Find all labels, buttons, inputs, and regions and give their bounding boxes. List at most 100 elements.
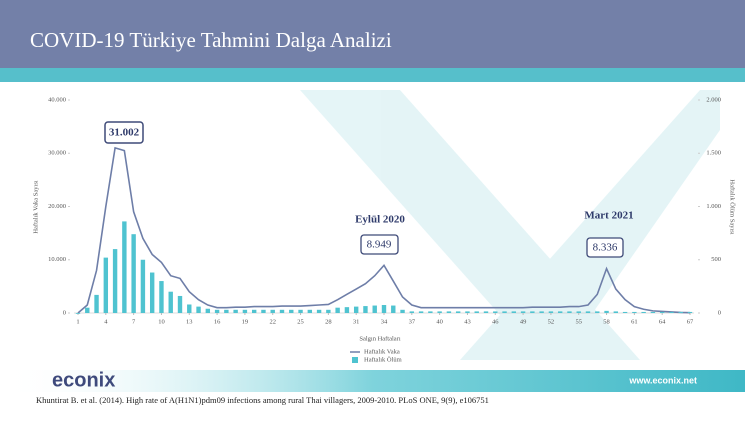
x-tick-label: 34 [381,318,388,325]
x-tick-label: 40 [436,318,443,325]
x-axis-label: Salgın Haftaları [359,335,401,342]
bar [530,311,535,313]
legend-swatch [352,357,358,363]
bar [233,309,238,313]
watermark [300,90,720,360]
x-tick-label: 46 [492,318,499,325]
bar [159,281,164,313]
bar [344,307,350,313]
bar [576,311,581,313]
bar [687,311,693,313]
y-tick-label: 30.000 [48,150,66,157]
bar [112,249,118,313]
bar [187,304,192,313]
bar [622,311,628,313]
x-tick-label: 13 [186,318,193,325]
bar [196,306,201,313]
bar [381,305,387,313]
bar [585,311,591,313]
bar [316,309,322,313]
y-axis-label: Haftalık Vaka Sayısı [32,180,39,234]
y-tick-label: 40.000 [48,96,66,103]
bar [103,257,109,313]
bar [465,311,470,313]
header-stripe [0,68,745,82]
x-tick-label: 10 [158,318,165,325]
annotation: 31.002 Eylül 2020 8.949 Mart 2021 8.336 [104,121,634,258]
x-tick-label: 31 [353,318,360,325]
bar [400,309,405,313]
y-tick-label: 10.000 [48,256,66,263]
bar [261,309,266,313]
bar [122,221,127,313]
bar [669,311,674,313]
bar [251,309,257,313]
bar [307,309,313,313]
x-tick-label: 52 [548,318,555,325]
x-tick-label: 49 [520,318,527,325]
bar [418,311,424,313]
legend-label: Haftalık Ölüm [364,356,402,363]
bar [641,311,646,313]
bar [595,311,600,313]
bar [604,310,609,313]
title: COVID-19 Türkiye Tahmini Dalga Analizi [30,28,392,52]
url: www.econix.net [628,375,697,385]
bar [326,309,331,313]
x-tick-label: 25 [297,318,304,325]
bar [428,311,433,313]
bar [455,311,461,313]
bar [650,311,656,313]
annotation-label: 8.336 [593,242,618,254]
bar [85,307,90,313]
bar [168,291,173,313]
x-tick-label: 16 [214,318,221,325]
bar [205,308,211,313]
x-tick-label: 61 [631,318,638,325]
bar [437,311,442,313]
bar [140,259,146,313]
annotation-label: Mart 2021 [584,210,633,222]
x-tick-label: 67 [687,318,694,325]
x-tick-label: 19 [242,318,249,325]
bar [613,311,619,313]
logo: econix [52,369,115,391]
y2-axis-label: Haftalık Ölüm Sayısı [729,179,736,234]
x-tick-label: 22 [269,318,276,325]
bar [483,311,489,313]
y2-tick-label: 1.500 [706,150,721,157]
y2-tick-label: 500 [711,256,721,263]
x-tick-label: 43 [464,318,471,325]
bar [678,311,683,313]
x-tick-label: 58 [603,318,610,325]
bar [149,272,155,313]
bar [659,311,665,313]
bar [474,311,479,313]
x-tick-label: 4 [104,318,108,325]
bar [548,311,554,313]
x-tick-label: 64 [659,318,666,325]
y-tick-label: 20.000 [48,203,66,210]
bar [298,309,303,313]
bar [75,313,81,314]
bar [632,311,637,313]
bar [363,306,368,313]
bar [557,311,563,313]
bar [567,311,572,313]
bar [493,311,498,313]
bar [409,311,415,313]
x-tick-label: 28 [325,318,332,325]
bar [372,305,377,313]
y2-tick-label: 2.000 [706,96,721,103]
bar [446,311,452,313]
bar [502,311,507,313]
bar [539,311,544,313]
header-band [0,0,745,70]
bar [511,311,517,313]
bar [224,309,229,313]
bar [520,311,526,313]
citation: Khuntirat B. et al. (2014). High rate of… [36,395,489,405]
annotation-label: 31.002 [109,127,140,139]
x-tick-label: 1 [76,318,79,325]
